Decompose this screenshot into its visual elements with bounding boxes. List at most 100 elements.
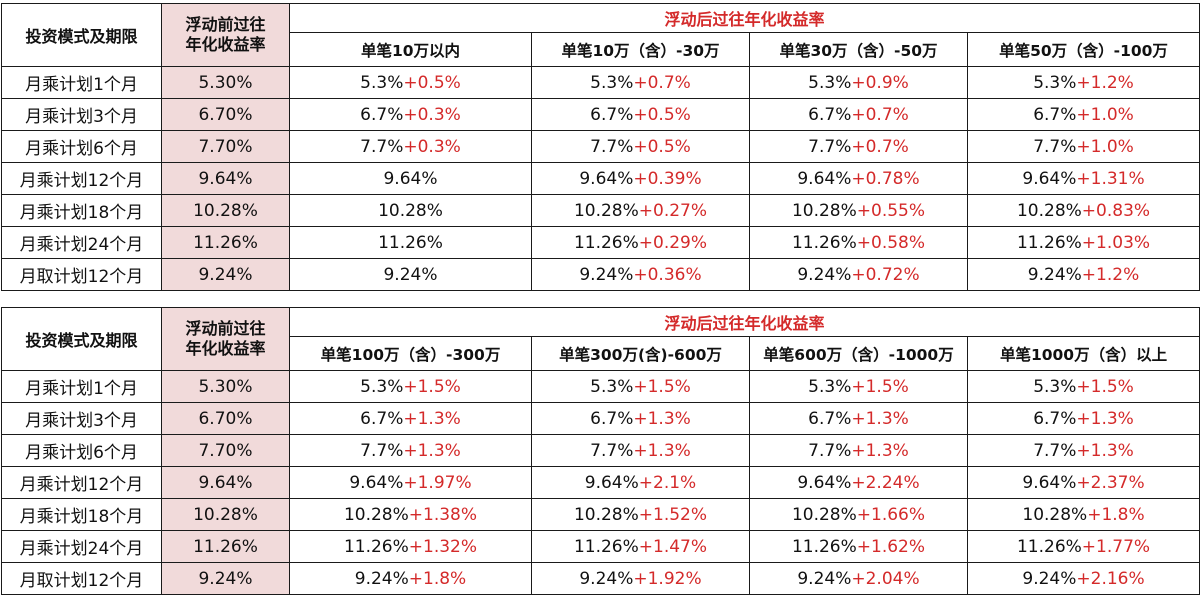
base-rate: 11.26%	[1016, 232, 1082, 253]
after-rate-cell: 5.3%+0.5%	[289, 66, 532, 99]
rate-increment: +1.0%	[1076, 104, 1134, 125]
prev-rate-value: 9.24%	[161, 562, 290, 595]
base-rate: 9.24%	[354, 568, 409, 589]
rate-increment: +0.3%	[403, 136, 461, 157]
rate-increment: +1.3%	[851, 408, 909, 429]
header-prev-rate: 浮动前过往年化收益率	[161, 3, 290, 67]
plan-name: 月乘计划12个月	[1, 162, 162, 195]
table-row: 月乘计划1个月 5.30% 5.3%+1.5% 5.3%+1.5% 5.3%+1.5% 5…	[1, 370, 1200, 403]
base-rate: 11.26%	[573, 536, 639, 557]
base-rate: 9.64%	[584, 472, 639, 493]
base-rate: 9.24%	[1027, 264, 1082, 285]
after-rate-cell: 9.24%+2.04%	[749, 562, 968, 595]
after-rate-cell: 9.64%+1.97%	[289, 466, 532, 499]
after-rate-cell: 6.7%+1.0%	[966, 98, 1200, 131]
base-rate: 6.7%	[1033, 104, 1077, 125]
base-rate: 9.64%	[1022, 472, 1077, 493]
base-rate: 6.7%	[590, 104, 634, 125]
after-rate-cell: 6.7%+0.3%	[289, 98, 532, 131]
rate-increment: +0.5%	[633, 104, 691, 125]
after-rate-cell: 6.7%+0.7%	[749, 98, 968, 131]
table-row: 月乘计划1个月 5.30% 5.3%+0.5% 5.3%+0.7% 5.3%+0.9% 5…	[1, 66, 1200, 99]
rate-increment: +1.0%	[1076, 136, 1134, 157]
base-rate: 10.28%	[791, 504, 857, 525]
after-rate-cell: 11.26%+0.29%	[531, 226, 750, 259]
header-mode: 投资模式及期限	[1, 3, 162, 67]
base-rate: 5.3%	[808, 376, 852, 397]
header-after-rate: 浮动后过往年化收益率	[288, 3, 1200, 33]
base-rate: 7.7%	[808, 440, 852, 461]
rate-increment: +0.78%	[851, 168, 920, 189]
plan-name: 月乘计划1个月	[1, 370, 162, 403]
base-rate: 11.26%	[1016, 536, 1082, 557]
base-rate: 11.26%	[343, 536, 409, 557]
rate-increment: +1.8%	[1087, 504, 1145, 525]
rate-increment: +1.2%	[1081, 264, 1140, 285]
rate-increment: +1.97%	[403, 472, 472, 493]
base-rate: 5.3%	[1033, 376, 1077, 397]
base-rate: 9.64%	[383, 168, 438, 189]
rate-increment: +0.9%	[851, 72, 909, 93]
after-rate-cell: 9.24%+1.8%	[289, 562, 532, 595]
tier-header: 单笔300万(含)-600万	[531, 336, 750, 371]
base-rate: 10.28%	[378, 200, 443, 221]
base-rate: 10.28%	[791, 200, 857, 221]
plan-name: 月乘计划12个月	[1, 466, 162, 499]
rate-increment: +1.5%	[633, 376, 691, 397]
base-rate: 6.7%	[808, 408, 852, 429]
after-rate-cell: 10.28%+0.55%	[749, 194, 968, 227]
after-rate-cell: 7.7%+1.3%	[966, 434, 1200, 467]
rate-increment: +0.55%	[856, 200, 926, 221]
table-row: 月乘计划12个月 9.64% 9.64% 9.64%+0.39% 9.64%+0.78%…	[1, 162, 1200, 195]
base-rate: 7.7%	[590, 440, 634, 461]
rate-increment: +1.3%	[1076, 408, 1134, 429]
after-rate-cell: 9.64%+2.37%	[966, 466, 1200, 499]
rate-increment: +1.31%	[1076, 168, 1145, 189]
after-rate-cell: 11.26%+1.62%	[749, 530, 968, 563]
rate-increment: +2.16%	[1076, 568, 1145, 589]
rate-increment: +1.92%	[633, 568, 702, 589]
table-row: 月乘计划24个月 11.26% 11.26%+1.32% 11.26%+1.47% 11…	[1, 530, 1200, 563]
tier-header: 单笔30万（含）-50万	[749, 32, 968, 67]
base-rate: 9.64%	[579, 168, 634, 189]
rate-increment: +0.72%	[851, 264, 920, 285]
rate-increment: +1.5%	[403, 376, 461, 397]
base-rate: 7.7%	[360, 440, 404, 461]
plan-name: 月乘计划24个月	[1, 226, 162, 259]
plan-name: 月取计划12个月	[1, 562, 162, 595]
base-rate: 5.3%	[360, 376, 404, 397]
after-rate-cell: 10.28%+1.8%	[966, 498, 1200, 531]
plan-name: 月乘计划3个月	[1, 98, 162, 131]
prev-rate-value: 10.28%	[161, 498, 290, 531]
rate-increment: +0.36%	[633, 264, 702, 285]
after-rate-cell: 9.64%	[289, 162, 532, 195]
table-row: 月乘计划12个月 9.64% 9.64%+1.97% 9.64%+2.1% 9.64%+…	[1, 466, 1200, 499]
prev-rate-value: 9.64%	[161, 162, 290, 195]
after-rate-cell: 5.3%+1.5%	[289, 370, 532, 403]
after-rate-cell: 9.64%+0.78%	[749, 162, 968, 195]
base-rate: 7.7%	[590, 136, 634, 157]
tier-header: 单笔600万（含）-1000万	[749, 336, 968, 371]
after-rate-cell: 5.3%+1.2%	[966, 66, 1200, 99]
after-rate-cell: 5.3%+1.5%	[531, 370, 750, 403]
after-rate-cell: 10.28%	[289, 194, 532, 227]
rate-increment: +1.47%	[638, 536, 708, 557]
plan-name: 月乘计划24个月	[1, 530, 162, 563]
rate-increment: +1.3%	[1076, 440, 1134, 461]
table-row: 月乘计划6个月 7.70% 7.7%+1.3% 7.7%+1.3% 7.7%+1.3% 7…	[1, 434, 1200, 467]
rate-increment: +1.3%	[633, 440, 691, 461]
rate-increment: +0.3%	[403, 104, 461, 125]
after-rate-cell: 7.7%+1.0%	[966, 130, 1200, 163]
after-rate-cell: 9.24%+1.2%	[966, 258, 1200, 291]
after-rate-cell: 6.7%+1.3%	[966, 402, 1200, 435]
table-row: 月乘计划3个月 6.70% 6.7%+1.3% 6.7%+1.3% 6.7%+1.3% 6…	[1, 402, 1200, 435]
rate-increment: +1.3%	[851, 440, 909, 461]
base-rate: 10.28%	[343, 504, 409, 525]
rate-table-1: 投资模式及期限 浮动前过往年化收益率 浮动后过往年化收益率 单笔10万以内 单笔1…	[1, 3, 1200, 291]
header-after-rate: 浮动后过往年化收益率	[288, 307, 1200, 337]
after-rate-cell: 9.64%+0.39%	[531, 162, 750, 195]
after-rate-cell: 9.24%+1.92%	[531, 562, 750, 595]
base-rate: 10.28%	[1016, 200, 1082, 221]
after-rate-cell: 7.7%+1.3%	[749, 434, 968, 467]
base-rate: 7.7%	[360, 136, 404, 157]
